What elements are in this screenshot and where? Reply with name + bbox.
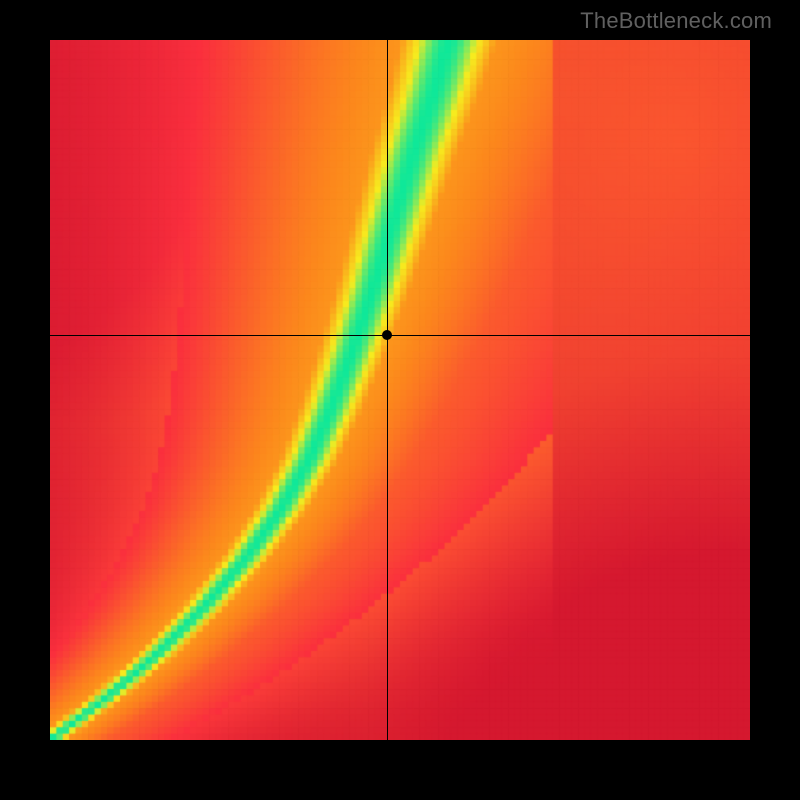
crosshair-vertical: [387, 40, 388, 740]
crosshair-horizontal: [50, 335, 750, 336]
watermark-text: TheBottleneck.com: [580, 8, 772, 34]
plot-area: [50, 40, 750, 740]
data-point-marker: [382, 330, 392, 340]
heatmap-canvas: [50, 40, 750, 740]
